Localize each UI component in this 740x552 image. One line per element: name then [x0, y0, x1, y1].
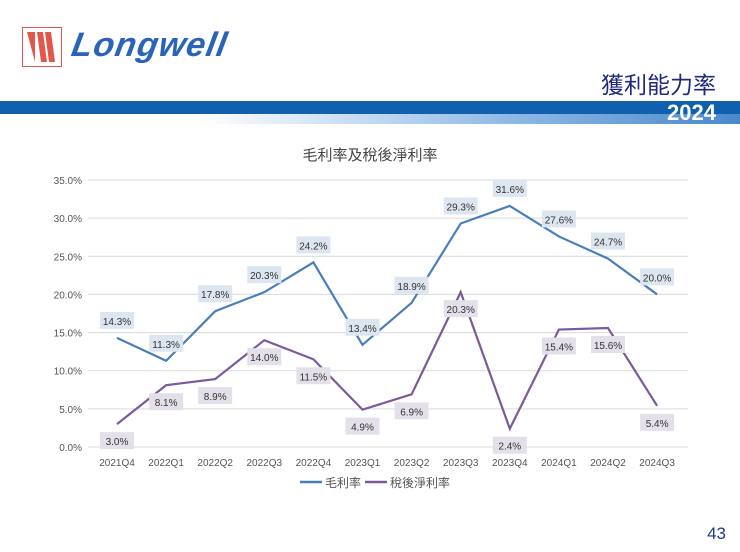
gross-data-label: 31.6%: [496, 185, 524, 196]
net-data-label: 14.0%: [250, 353, 278, 364]
data-label-bg: [198, 285, 233, 303]
x-tick-label: 2022Q3: [247, 458, 283, 469]
y-tick-label: 25.0%: [54, 252, 82, 263]
gross-data-label: 20.3%: [250, 271, 278, 282]
gross-data-label: 14.3%: [103, 317, 131, 328]
x-tick-label: 2022Q4: [296, 458, 332, 469]
net-data-label: 15.4%: [545, 343, 573, 354]
gross-data-label: 24.7%: [594, 238, 622, 249]
data-label-bg: [345, 318, 380, 336]
net-data-label: 2.4%: [498, 442, 521, 453]
net-data-label: 3.0%: [106, 437, 129, 448]
data-label-bg: [149, 334, 184, 352]
net-data-label: 8.9%: [204, 392, 227, 403]
gross-data-label: 20.0%: [643, 273, 671, 284]
data-label-bg: [492, 179, 527, 197]
slide-title: 獲利能力率: [601, 72, 716, 98]
gross-data-label: 24.2%: [299, 241, 327, 252]
data-label-bg: [296, 236, 331, 254]
gross-data-label: 11.3%: [152, 340, 180, 351]
net-data-label: 11.5%: [300, 372, 328, 383]
y-tick-label: 0.0%: [59, 443, 82, 454]
gross-data-label: 18.9%: [397, 282, 425, 293]
gross-data-label: 29.3%: [447, 202, 475, 213]
gross-data-label: 13.4%: [348, 324, 376, 335]
x-tick-label: 2024Q2: [590, 458, 626, 469]
data-label-bg: [149, 393, 184, 411]
net-data-label: 4.9%: [351, 423, 374, 434]
data-label-bg: [394, 402, 429, 420]
y-tick-label: 5.0%: [59, 405, 82, 416]
x-tick-label: 2022Q1: [148, 458, 184, 469]
legend-gross-label: 毛利率: [325, 475, 361, 490]
net-data-label: 20.3%: [447, 305, 475, 316]
data-label-bg: [640, 413, 675, 431]
data-label-bg: [345, 417, 380, 435]
x-tick-label: 2022Q2: [197, 458, 233, 469]
data-label-bg: [296, 367, 331, 385]
net-data-label: 5.4%: [646, 419, 669, 430]
net-data-label: 6.9%: [400, 407, 423, 418]
data-label-bg: [640, 268, 675, 286]
logo-mark: [22, 27, 62, 67]
data-label-bg: [100, 311, 134, 329]
gross-data-label: 17.8%: [201, 290, 229, 301]
net-data-label: 8.1%: [155, 398, 178, 409]
x-tick-label: 2024Q3: [639, 458, 675, 469]
legend: 毛利率 稅後淨利率: [300, 475, 450, 490]
x-tick-label: 2024Q1: [541, 458, 577, 469]
header-fade: [200, 114, 740, 124]
year-label: 2024: [667, 100, 716, 125]
y-tick-label: 15.0%: [54, 329, 82, 340]
net-data-label: 15.6%: [594, 341, 622, 352]
chart-title: 毛利率及稅後淨利率: [302, 147, 437, 164]
y-tick-label: 10.0%: [54, 367, 82, 378]
data-label-bg: [394, 276, 429, 294]
data-label-bg: [443, 300, 478, 318]
x-tick-label: 2023Q1: [345, 458, 381, 469]
gross-data-label: 27.6%: [545, 215, 573, 226]
legend-net-label: 稅後淨利率: [390, 475, 450, 490]
logo-stripes-icon: [27, 32, 55, 62]
gross-margin-line: [116, 204, 658, 363]
data-label-bg: [492, 436, 527, 454]
data-label-bg: [541, 337, 576, 355]
header-band: [0, 101, 740, 114]
x-tick-label: 2021Q4: [99, 458, 135, 469]
y-tick-label: 35.0%: [54, 176, 82, 187]
net-margin-line: [116, 289, 659, 432]
data-label-bg: [591, 335, 625, 353]
data-label-bg: [247, 348, 282, 366]
y-tick-label: 30.0%: [54, 214, 82, 225]
data-label-bg: [443, 197, 478, 215]
data-label-bg: [541, 210, 576, 228]
data-label-bg: [247, 266, 282, 284]
y-tick-label: 20.0%: [54, 290, 82, 301]
data-label-bg: [591, 232, 625, 250]
x-tick-label: 2023Q4: [492, 458, 528, 469]
data-label-bg: [198, 387, 233, 405]
x-tick-label: 2023Q2: [394, 458, 430, 469]
page-number: 43: [707, 524, 726, 543]
data-label-bg: [100, 432, 134, 450]
x-tick-label: 2023Q3: [443, 458, 479, 469]
